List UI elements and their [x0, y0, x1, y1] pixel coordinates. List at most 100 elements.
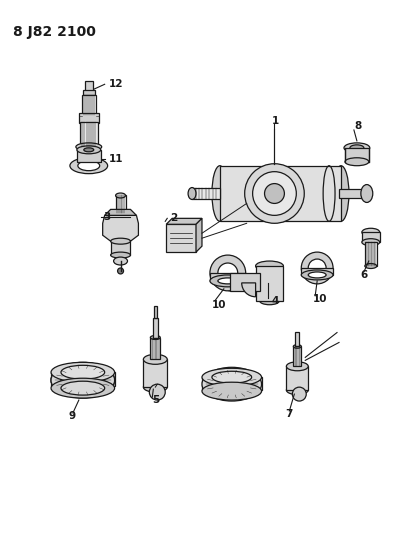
Ellipse shape [51, 362, 115, 398]
Ellipse shape [202, 367, 261, 401]
Ellipse shape [61, 381, 105, 395]
Bar [220, 166, 341, 221]
Ellipse shape [66, 371, 100, 390]
Ellipse shape [84, 148, 94, 152]
Ellipse shape [117, 268, 123, 274]
Bar [83, 90, 95, 95]
Ellipse shape [362, 228, 380, 236]
Ellipse shape [212, 373, 252, 395]
Ellipse shape [202, 382, 261, 400]
Text: 2: 2 [170, 213, 178, 223]
Text: 4: 4 [271, 296, 279, 306]
Ellipse shape [77, 146, 101, 154]
Ellipse shape [78, 161, 100, 171]
Bar [230, 273, 259, 291]
Ellipse shape [111, 252, 131, 258]
Ellipse shape [202, 368, 261, 386]
Bar [210, 273, 246, 281]
Ellipse shape [71, 373, 95, 387]
Ellipse shape [210, 275, 246, 287]
Text: 1: 1 [271, 116, 279, 126]
Bar [295, 332, 299, 346]
Bar [111, 241, 131, 255]
Bar [339, 189, 364, 198]
Ellipse shape [212, 166, 228, 221]
Bar [80, 122, 98, 147]
Bar [115, 196, 125, 213]
Ellipse shape [361, 184, 373, 203]
Polygon shape [196, 219, 202, 252]
Text: 7: 7 [285, 409, 293, 419]
Bar [77, 150, 101, 161]
Bar [166, 224, 196, 252]
Ellipse shape [308, 259, 326, 277]
Ellipse shape [149, 384, 165, 400]
Bar [365, 242, 377, 266]
Bar [301, 268, 333, 275]
Ellipse shape [265, 183, 285, 204]
Ellipse shape [150, 335, 160, 340]
Ellipse shape [253, 172, 297, 215]
Ellipse shape [234, 277, 246, 287]
Bar [150, 337, 160, 359]
Text: 10: 10 [313, 294, 328, 304]
Ellipse shape [210, 255, 246, 291]
Polygon shape [105, 209, 137, 215]
Ellipse shape [333, 166, 349, 221]
Bar [85, 82, 93, 91]
Bar [82, 95, 96, 115]
Ellipse shape [111, 238, 131, 244]
Ellipse shape [188, 188, 196, 199]
Bar [287, 366, 308, 390]
Bar [143, 359, 167, 387]
Ellipse shape [61, 368, 105, 392]
Ellipse shape [287, 386, 308, 394]
Ellipse shape [221, 378, 243, 391]
Ellipse shape [76, 143, 101, 151]
Ellipse shape [143, 382, 167, 392]
Bar [362, 232, 380, 242]
Text: 6: 6 [361, 270, 368, 280]
Polygon shape [103, 215, 139, 241]
Ellipse shape [51, 362, 115, 382]
Ellipse shape [115, 193, 125, 198]
Ellipse shape [256, 261, 283, 271]
Ellipse shape [362, 239, 380, 246]
Ellipse shape [301, 252, 333, 284]
Ellipse shape [218, 263, 238, 283]
Ellipse shape [301, 270, 333, 280]
Ellipse shape [365, 263, 377, 269]
Polygon shape [166, 219, 202, 224]
Text: 3: 3 [103, 212, 111, 222]
Ellipse shape [345, 158, 369, 166]
Bar [202, 377, 261, 390]
Ellipse shape [225, 273, 235, 291]
Text: 10: 10 [212, 300, 226, 310]
Ellipse shape [61, 365, 105, 379]
Text: 5: 5 [152, 395, 160, 405]
Ellipse shape [245, 164, 304, 223]
Ellipse shape [293, 387, 306, 401]
Bar [154, 306, 157, 318]
Bar [293, 346, 301, 366]
Bar [256, 266, 283, 301]
Bar [79, 113, 99, 123]
Ellipse shape [293, 345, 301, 348]
Wedge shape [242, 283, 256, 297]
Text: 9: 9 [69, 411, 76, 421]
Ellipse shape [143, 354, 167, 365]
Text: 8 J82 2100: 8 J82 2100 [13, 25, 96, 39]
Ellipse shape [308, 272, 326, 278]
Text: 12: 12 [109, 79, 123, 90]
Text: 8: 8 [354, 121, 361, 131]
Ellipse shape [113, 257, 127, 265]
Bar [51, 372, 115, 386]
Bar [192, 188, 220, 199]
Ellipse shape [287, 362, 308, 371]
Ellipse shape [350, 145, 364, 151]
Ellipse shape [212, 372, 252, 383]
Ellipse shape [70, 158, 107, 174]
Ellipse shape [218, 278, 238, 284]
Ellipse shape [344, 143, 370, 153]
Ellipse shape [51, 378, 115, 398]
